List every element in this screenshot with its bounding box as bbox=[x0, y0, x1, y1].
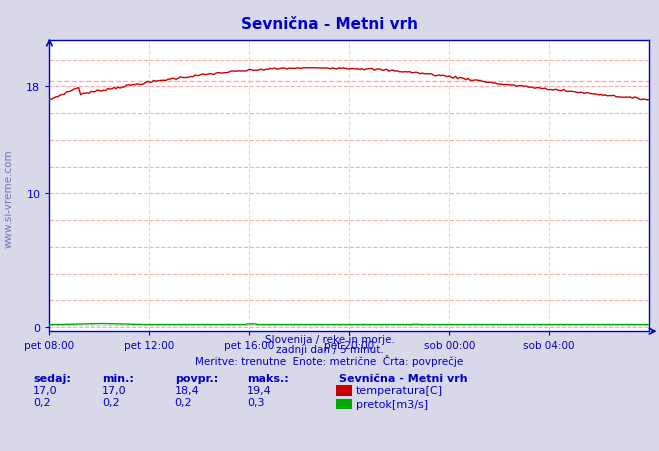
Text: Sevnična - Metni vrh: Sevnična - Metni vrh bbox=[339, 373, 468, 383]
Text: 0,2: 0,2 bbox=[102, 397, 120, 407]
Text: www.si-vreme.com: www.si-vreme.com bbox=[3, 149, 14, 248]
Text: 0,2: 0,2 bbox=[33, 397, 51, 407]
Text: 17,0: 17,0 bbox=[102, 385, 127, 395]
Text: 19,4: 19,4 bbox=[247, 385, 272, 395]
Text: 18,4: 18,4 bbox=[175, 385, 200, 395]
Text: povpr.:: povpr.: bbox=[175, 373, 218, 383]
Text: maks.:: maks.: bbox=[247, 373, 289, 383]
Text: 0,2: 0,2 bbox=[175, 397, 192, 407]
Text: Slovenija / reke in morje.: Slovenija / reke in morje. bbox=[264, 334, 395, 344]
Text: sedaj:: sedaj: bbox=[33, 373, 71, 383]
Text: min.:: min.: bbox=[102, 373, 134, 383]
Text: 17,0: 17,0 bbox=[33, 385, 57, 395]
Text: zadnji dan / 5 minut.: zadnji dan / 5 minut. bbox=[275, 345, 384, 354]
Text: 0,3: 0,3 bbox=[247, 397, 265, 407]
Text: temperatura[C]: temperatura[C] bbox=[356, 386, 443, 396]
Text: Sevnična - Metni vrh: Sevnična - Metni vrh bbox=[241, 17, 418, 32]
Text: Meritve: trenutne  Enote: metrične  Črta: povprečje: Meritve: trenutne Enote: metrične Črta: … bbox=[195, 354, 464, 366]
Text: pretok[m3/s]: pretok[m3/s] bbox=[356, 399, 428, 409]
